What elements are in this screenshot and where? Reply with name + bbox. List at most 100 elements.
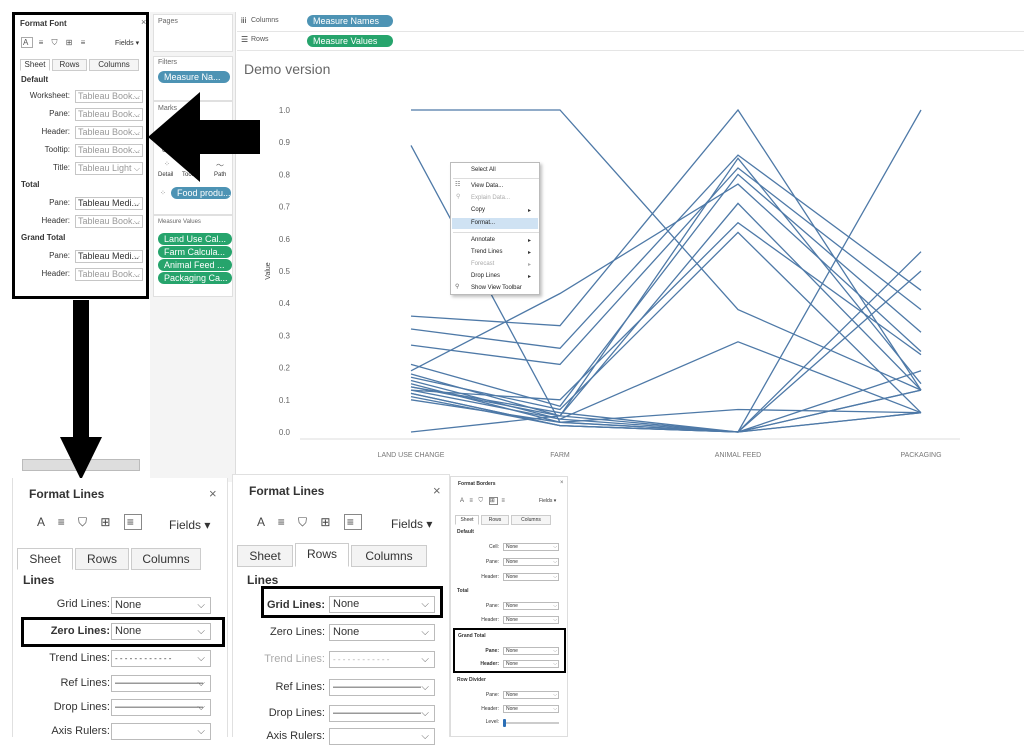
tab-rows[interactable]: Rows (295, 543, 349, 567)
font-icon[interactable]: A (257, 515, 270, 529)
close-icon[interactable]: × (560, 480, 564, 486)
header-border-select[interactable]: None ⌵ (503, 573, 559, 581)
lines-icon[interactable]: ≡ (343, 514, 362, 530)
pane-border-select[interactable]: None ⌵ (503, 558, 559, 566)
series-line (410, 183, 922, 372)
total-pane-font-select[interactable]: Tableau Medi... ⌵ (75, 197, 143, 210)
context-menu: Select All ☷ View Data... ⚲ Explain Data… (450, 162, 540, 295)
lines-icon[interactable]: ≡ (501, 498, 507, 504)
mv-pill[interactable]: Packaging Ca... (158, 272, 232, 284)
fields-dropdown[interactable]: Fields ▾ (391, 517, 432, 531)
total-pane-border-select[interactable]: None ⌵ (503, 602, 559, 610)
borders-icon[interactable]: ⊞ (488, 497, 498, 505)
level-slider-handle[interactable] (503, 719, 506, 727)
tab-sheet[interactable]: Sheet (455, 515, 479, 525)
shading-icon[interactable]: ⛉ (298, 515, 313, 529)
tab-sheet[interactable]: Sheet (237, 545, 293, 567)
fields-dropdown[interactable]: Fields ▾ (169, 518, 210, 532)
path-label[interactable]: Path (214, 172, 227, 178)
menu-item-trend-lines[interactable]: Trend Lines (471, 249, 503, 255)
tab-rows[interactable]: Rows (75, 548, 129, 570)
shading-icon[interactable]: ⛉ (51, 38, 61, 47)
pane-font-select[interactable]: Tableau Book... ⌵ (75, 108, 143, 121)
food-pill[interactable]: Food produ... (171, 187, 231, 199)
gt-pane-font-select[interactable]: Tableau Medi... ⌵ (75, 250, 143, 263)
alignment-icon[interactable]: ≡ (57, 515, 70, 529)
line-chart[interactable]: 1.0 0.9 0.8 0.7 0.6 0.5 0.4 0.3 0.2 0.1 0.0 Value LA… (240, 90, 1024, 470)
worksheet-title: Demo version (244, 61, 331, 77)
columns-pill[interactable]: Measure Names (307, 15, 393, 27)
ref-lines-select[interactable]: ———————— ⌵ (329, 679, 435, 696)
menu-item-select-all[interactable]: Select All (471, 167, 496, 173)
tab-sheet[interactable]: Sheet (17, 548, 73, 570)
lines-icon[interactable]: ≡ (123, 514, 142, 530)
menu-item-format[interactable]: Format... (471, 220, 496, 226)
tab-columns[interactable]: Columns (89, 59, 139, 71)
mv-pill[interactable]: Animal Feed ... (158, 259, 232, 271)
gt-header-font-select[interactable]: Tableau Book... ⌵ (75, 268, 143, 281)
rd-pane-border-select[interactable]: None ⌵ (503, 691, 559, 699)
font-icon[interactable]: A (37, 515, 50, 529)
detail-icon[interactable]: ⁘ (164, 161, 170, 168)
grid-lines-select[interactable]: None ⌵ (329, 596, 435, 613)
borders-icon[interactable]: ⊞ (100, 515, 116, 529)
drop-lines-select[interactable]: ———————— ⌵ (111, 699, 211, 716)
alignment-icon[interactable]: ≡ (38, 38, 47, 47)
menu-item-drop-lines[interactable]: Drop Lines (471, 273, 501, 279)
zero-lines-select[interactable]: None ⌵ (329, 624, 435, 641)
borders-icon[interactable]: ⊞ (65, 38, 76, 47)
close-icon[interactable]: × (141, 17, 147, 27)
font-icon[interactable]: A (460, 498, 466, 504)
total-header-border-select[interactable]: None ⌵ (503, 616, 559, 624)
menu-item-annotate[interactable]: Annotate (471, 237, 496, 243)
lines-icon[interactable]: ≡ (80, 38, 89, 47)
detail-label[interactable]: Detail (158, 172, 174, 178)
trend-lines-select[interactable]: - - - - - - - - - - - - ⌵ (111, 650, 211, 667)
menu-item-copy[interactable]: Copy (471, 207, 486, 213)
tab-columns[interactable]: Columns (131, 548, 201, 570)
axis-rulers-select[interactable]: ⌵ (111, 723, 211, 740)
menu-item-view-data[interactable]: View Data... (471, 183, 504, 189)
worksheet-font-select[interactable]: Tableau Book... ⌵ (75, 90, 143, 103)
mv-pill[interactable]: Land Use Cal... (158, 233, 232, 245)
title-font-select[interactable]: Tableau Light ⌵ (75, 162, 143, 175)
tab-columns[interactable]: Columns (351, 545, 427, 567)
fields-label: Fields (169, 518, 202, 532)
level-slider-track[interactable] (503, 722, 559, 724)
drop-lines-select[interactable]: ———————— ⌵ (329, 705, 435, 722)
borders-icon[interactable]: ⊞ (320, 515, 336, 529)
ref-lines-select[interactable]: ———————— ⌵ (111, 675, 211, 692)
fields-dropdown[interactable]: Fields ▾ (115, 39, 139, 47)
gt-pane-border-select[interactable]: None ⌵ (503, 647, 559, 655)
gt-header-border-select[interactable]: None ⌵ (503, 660, 559, 668)
series-line (410, 154, 922, 349)
tooltip-label[interactable]: Tooltip (182, 172, 200, 178)
menu-item-show-view-toolbar[interactable]: Show View Toolbar (471, 285, 522, 291)
menu-item-format-highlight[interactable] (452, 218, 538, 229)
zero-lines-select[interactable]: None ⌵ (111, 623, 211, 640)
path-icon[interactable]: 〜 (216, 161, 224, 170)
alignment-icon[interactable]: ≡ (469, 498, 475, 504)
tab-rows[interactable]: Rows (481, 515, 509, 525)
tab-sheet[interactable]: Sheet (20, 59, 50, 71)
tooltip-font-select[interactable]: Tableau Book... ⌵ (75, 144, 143, 157)
close-icon[interactable]: × (433, 483, 441, 498)
mv-pill[interactable]: Farm Calcula... (158, 246, 232, 258)
measure-values-label: Measure Values (158, 219, 201, 225)
title-label: Title: (52, 163, 70, 172)
rows-pill[interactable]: Measure Values (307, 35, 393, 47)
total-header-font-select[interactable]: Tableau Book... ⌵ (75, 215, 143, 228)
tab-rows[interactable]: Rows (52, 59, 87, 71)
font-icon[interactable]: A (21, 37, 34, 48)
tab-columns[interactable]: Columns (511, 515, 551, 525)
header-font-select[interactable]: Tableau Book... ⌵ (75, 126, 143, 139)
cell-border-select[interactable]: None ⌵ (503, 543, 559, 551)
shading-icon[interactable]: ⛉ (78, 515, 93, 529)
alignment-icon[interactable]: ≡ (277, 515, 290, 529)
shading-icon[interactable]: ⛉ (478, 498, 486, 504)
filter-pill[interactable]: Measure Na... (158, 71, 230, 83)
close-icon[interactable]: × (209, 486, 217, 501)
fields-dropdown[interactable]: Fields ▾ (539, 498, 556, 504)
rd-header-border-select[interactable]: None ⌵ (503, 705, 559, 713)
grid-lines-select[interactable]: None ⌵ (111, 597, 211, 614)
